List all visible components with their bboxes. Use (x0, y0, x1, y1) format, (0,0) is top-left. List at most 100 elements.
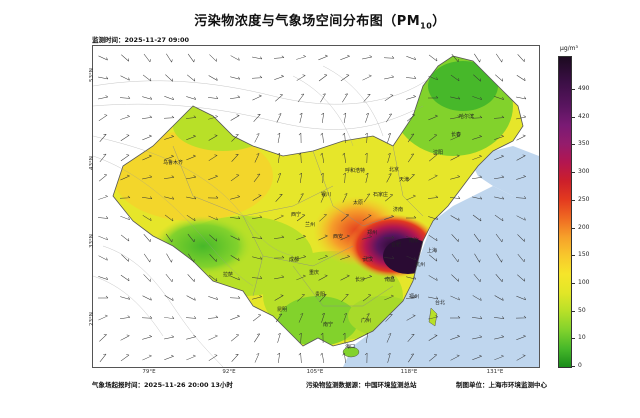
wind-arrow (472, 316, 483, 319)
wind-arrow (494, 96, 504, 100)
wind-arrow (494, 316, 505, 319)
wind-arrow (230, 334, 240, 342)
lon-tick: 92°E (222, 369, 236, 375)
wind-arrow (120, 274, 130, 282)
wind-arrow (516, 174, 526, 180)
wind-arrow (186, 154, 196, 161)
wind-arrow (318, 234, 328, 241)
forecast-time: 气象场起报时间：2025-11-26 20:00 13小时 (92, 381, 233, 389)
wind-arrow (230, 174, 240, 182)
wind-arrow (277, 152, 281, 163)
wind-arrow (142, 175, 153, 180)
wind-arrow (342, 352, 346, 363)
wind-arrow (494, 354, 504, 361)
wind-arrow (273, 255, 285, 259)
city-label: 合肥 (391, 241, 401, 248)
wind-arrow (405, 215, 417, 219)
wind-arrow (385, 194, 393, 202)
wind-arrow (473, 233, 481, 243)
wind-arrow (428, 154, 438, 162)
wind-arrow (208, 215, 218, 221)
wind-arrow (363, 193, 371, 203)
wind-arrow (494, 134, 504, 140)
wind-arrow (387, 352, 391, 363)
wind-arrow (472, 196, 483, 200)
wind-arrow (187, 274, 195, 282)
city-label: 呼和浩特 (345, 167, 365, 174)
wind-arrow (142, 295, 152, 301)
wind-arrow (428, 334, 438, 341)
wind-arrow (98, 276, 108, 280)
wind-arrow (142, 154, 152, 161)
wind-arrow (385, 314, 393, 322)
wind-arrow (318, 54, 328, 61)
wind-arrow (230, 55, 240, 61)
wind-arrow (451, 54, 459, 62)
wind-arrow (342, 152, 346, 163)
wind-arrow (120, 75, 130, 81)
wind-arrow (296, 255, 306, 260)
wind-arrow (450, 134, 460, 141)
wind-vectors (97, 53, 527, 364)
wind-arrow (342, 132, 346, 144)
wind-arrow (428, 195, 439, 199)
wind-arrow (496, 253, 503, 263)
colorbar-label: 350 (578, 140, 590, 148)
wind-arrow (186, 134, 196, 140)
colorbar-tick (571, 338, 575, 340)
wind-arrow (120, 114, 130, 120)
wind-arrow (208, 174, 218, 180)
wind-arrow (516, 295, 526, 301)
wind-arrow (209, 254, 217, 262)
wind-arrow (450, 334, 460, 340)
wind-arrow (362, 214, 372, 221)
wind-arrow (340, 74, 350, 82)
wind-arrow (450, 74, 460, 82)
wind-arrow (252, 94, 262, 101)
wind-arrow (252, 314, 262, 322)
wind-arrow (449, 315, 461, 319)
wind-arrow (231, 154, 239, 162)
wind-arrow (98, 114, 108, 122)
wind-arrow (251, 276, 263, 279)
lat-tick: 53°N (89, 68, 95, 82)
wind-arrow (407, 153, 415, 163)
wind-arrow (408, 353, 414, 363)
wind-arrow (252, 256, 263, 260)
city-label: 石家庄 (373, 191, 388, 198)
wind-arrow (386, 173, 392, 183)
wind-arrow (516, 134, 526, 141)
wind-arrow (209, 54, 217, 62)
wind-arrow (99, 153, 107, 163)
lon-tick: 79°E (142, 369, 156, 375)
wind-arrow (450, 115, 461, 120)
wind-arrow (143, 253, 151, 263)
wind-arrow (186, 96, 196, 100)
wind-arrow (516, 96, 527, 100)
wind-arrow (252, 295, 262, 300)
wind-arrow (494, 295, 504, 301)
wind-arrow (164, 175, 175, 179)
colorbar-tick (571, 116, 575, 118)
wind-arrow (365, 132, 368, 144)
wind-arrow (276, 113, 282, 123)
colorbar-label: 50 (578, 306, 586, 314)
wind-arrow (494, 154, 504, 160)
wind-arrow (516, 115, 527, 120)
wind-arrow (472, 295, 482, 301)
wind-arrow (299, 172, 302, 183)
wind-arrow (384, 75, 395, 80)
wind-arrow (472, 354, 482, 360)
wind-arrow (387, 133, 391, 143)
colorbar-tick (571, 310, 575, 312)
city-label: 西安 (333, 233, 343, 240)
wind-arrow (252, 215, 263, 219)
wind-arrow (230, 255, 240, 261)
wind-arrow (407, 133, 415, 143)
wind-arrow (341, 214, 349, 222)
wind-arrow (164, 295, 174, 301)
wind-arrow (208, 154, 218, 161)
wind-arrow (343, 313, 347, 323)
wind-arrow (364, 313, 370, 323)
wind-arrow (472, 335, 483, 340)
